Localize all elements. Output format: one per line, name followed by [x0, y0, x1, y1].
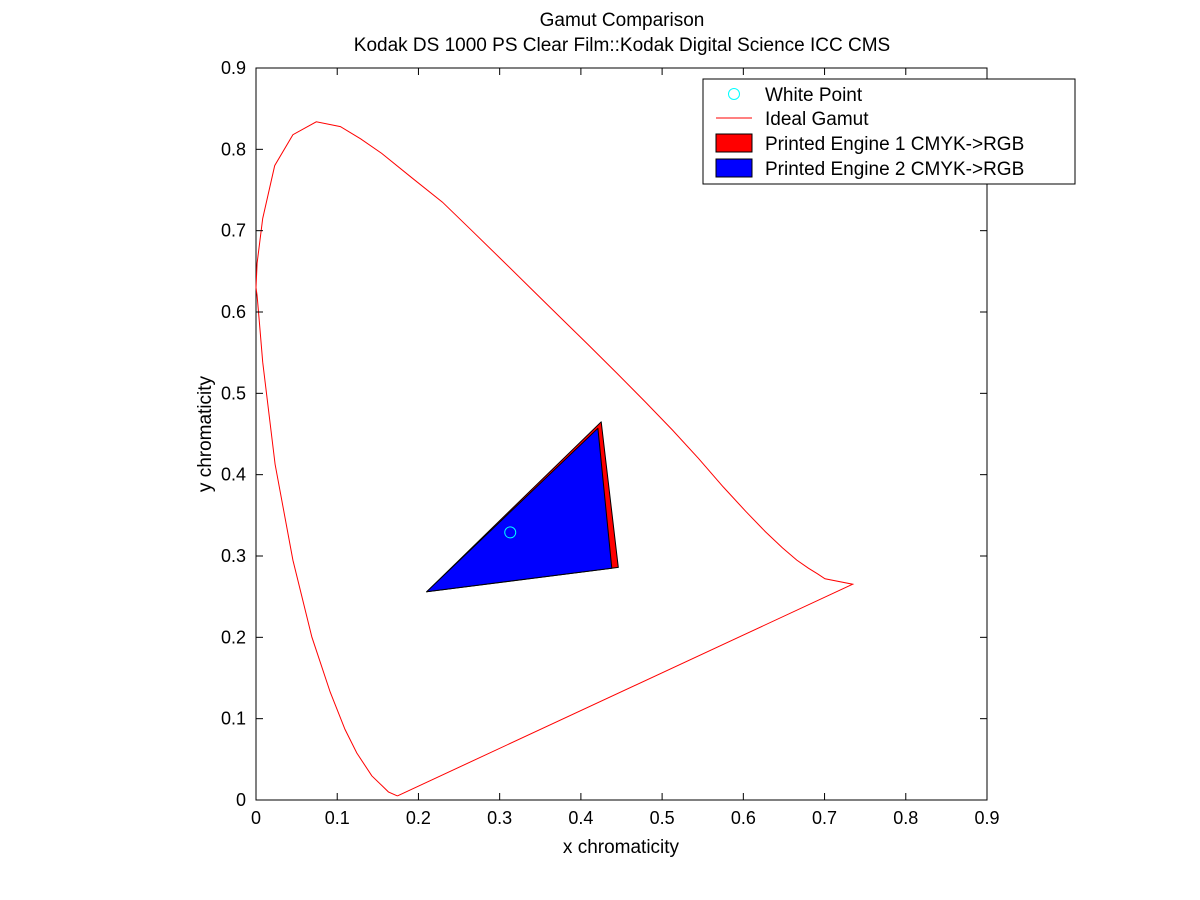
legend-box: [702, 78, 1076, 185]
x-tick-label-6: 0.6: [731, 808, 756, 828]
legend-label-engine-1: Printed Engine 1 CMYK->RGB: [765, 134, 1024, 155]
legend-label-white-point: White Point: [765, 85, 863, 106]
y-tick-label-6: 0.6: [221, 302, 246, 322]
plot-area: [255, 67, 988, 801]
y-tick-label-3: 0.3: [221, 546, 246, 566]
x-tick-label-4: 0.4: [568, 808, 593, 828]
legend: White Point Ideal Gamut Printed Engine 1…: [702, 78, 1076, 185]
legend-engine-2-swatch: [715, 158, 753, 178]
x-tick-label-2: 0.2: [406, 808, 431, 828]
chart-title: Gamut Comparison: [540, 10, 705, 31]
ideal-gamut-layer: [255, 121, 855, 797]
ideal-gamut-line: [255, 121, 855, 797]
legend-label-engine-2: Printed Engine 2 CMYK->RGB: [765, 159, 1024, 180]
y-tick-label-0: 0: [236, 790, 246, 810]
axis-ticks: 0 0.1 0.2 0.3 0.4 0.5 0.6 0.7 0.8 0.9 0 0.1 0.2 0.3 0.…: [221, 58, 1000, 828]
x-tick-label-5: 0.5: [650, 808, 675, 828]
x-axis-label: x chromaticity: [563, 837, 680, 858]
printed-gamut-layer: [426, 421, 619, 593]
y-tick-label-9: 0.9: [221, 58, 246, 78]
y-tick-label-7: 0.7: [221, 221, 246, 241]
chart-subtitle: Kodak DS 1000 PS Clear Film::Kodak Digit…: [354, 35, 890, 56]
x-tick-label-0: 0: [251, 808, 261, 828]
y-tick-label-8: 0.8: [221, 139, 246, 159]
y-tick-label-2: 0.2: [221, 627, 246, 647]
y-tick-label-5: 0.5: [221, 383, 246, 403]
x-tick-label-8: 0.8: [893, 808, 918, 828]
legend-engine-1-swatch: [715, 133, 753, 153]
y-axis-label: y chromaticity: [195, 375, 216, 492]
legend-white-point-marker: [728, 88, 740, 100]
y-tick-label-4: 0.4: [221, 465, 246, 485]
x-tick-label-7: 0.7: [812, 808, 837, 828]
legend-label-ideal-gamut: Ideal Gamut: [765, 109, 869, 130]
x-tick-label-3: 0.3: [487, 808, 512, 828]
white-point-layer: [504, 526, 517, 539]
engine-2-gamut: [426, 427, 613, 593]
x-tick-label-9: 0.9: [974, 808, 999, 828]
y-tick-label-1: 0.1: [221, 709, 246, 729]
white-point-marker: [504, 526, 517, 539]
x-tick-label-1: 0.1: [325, 808, 350, 828]
